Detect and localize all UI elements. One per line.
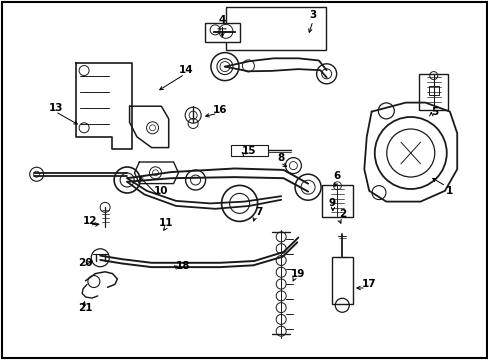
Text: 6: 6 (333, 171, 340, 181)
Text: 1: 1 (446, 186, 452, 196)
Text: 7: 7 (255, 207, 263, 217)
Text: 4: 4 (218, 15, 226, 25)
Text: 2: 2 (338, 209, 345, 219)
Text: 9: 9 (328, 198, 335, 208)
Text: 17: 17 (361, 279, 376, 289)
Text: 11: 11 (159, 218, 173, 228)
Text: 10: 10 (154, 186, 168, 196)
Text: 16: 16 (212, 105, 227, 115)
Text: 19: 19 (290, 269, 305, 279)
Text: 12: 12 (83, 216, 98, 226)
Text: 5: 5 (431, 107, 438, 117)
Bar (428, 85, 438, 94)
Bar (231, 145, 267, 156)
Text: 8: 8 (277, 153, 284, 163)
Bar (225, 7, 326, 50)
Text: 18: 18 (176, 261, 190, 271)
Text: 15: 15 (242, 146, 256, 156)
Bar (331, 257, 352, 304)
Bar (418, 74, 447, 110)
Text: 20: 20 (78, 258, 93, 268)
Text: 14: 14 (178, 65, 193, 75)
Bar (322, 185, 352, 217)
Bar (205, 22, 239, 42)
Text: 13: 13 (49, 103, 63, 113)
Text: 21: 21 (78, 303, 93, 313)
Text: 3: 3 (309, 10, 316, 20)
